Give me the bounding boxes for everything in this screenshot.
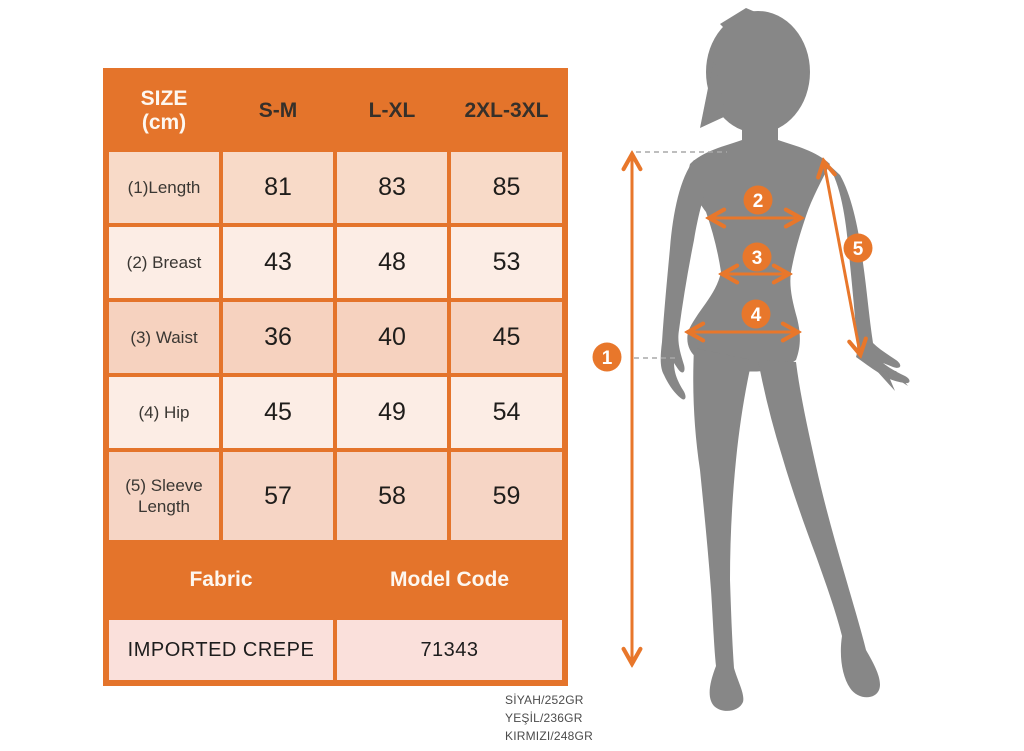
model-code-value: 71343 <box>337 620 562 680</box>
value-breast-2xl: 53 <box>451 227 562 298</box>
sleeve-arrow <box>824 163 860 353</box>
measurement-figure: 1 2 3 4 5 <box>592 8 910 711</box>
size-chart-table: SIZE (cm) S-M L-XL 2XL-3XL (1)Length 81 … <box>103 68 568 686</box>
value-breast-sm: 43 <box>223 227 333 298</box>
svg-text:4: 4 <box>751 305 762 326</box>
row-label-waist: (3) Waist <box>109 302 219 373</box>
value-length-sm: 81 <box>223 152 333 223</box>
value-waist-2xl: 45 <box>451 302 562 373</box>
value-hip-sm: 45 <box>223 377 333 448</box>
row-label-breast: (2) Breast <box>109 227 219 298</box>
value-hip-lxl: 49 <box>337 377 447 448</box>
woman-silhouette <box>660 8 910 711</box>
guide-lines <box>634 151 727 359</box>
value-sleeve-sm: 57 <box>223 452 333 540</box>
value-length-2xl: 85 <box>451 152 562 223</box>
badge-3: 3 <box>742 242 772 272</box>
measure-badges: 1 2 3 4 5 <box>592 185 873 372</box>
footnote-red: KIRMIZI/248GR <box>505 729 593 744</box>
badge-4: 4 <box>741 299 771 329</box>
footnote-black: SİYAH/252GR <box>505 693 584 707</box>
value-hip-2xl: 54 <box>451 377 562 448</box>
badge-5: 5 <box>843 233 873 263</box>
col-header-2xl-3xl: 2XL-3XL <box>451 74 562 148</box>
row-label-hip: (4) Hip <box>109 377 219 448</box>
badge-1: 1 <box>592 342 622 372</box>
fabric-header: Fabric <box>109 544 333 616</box>
svg-text:5: 5 <box>853 239 864 260</box>
value-breast-lxl: 48 <box>337 227 447 298</box>
svg-text:3: 3 <box>752 248 763 269</box>
col-header-s-m: S-M <box>223 74 333 148</box>
size-unit-header: SIZE (cm) <box>109 74 219 148</box>
size-unit-line1: SIZE <box>140 86 188 110</box>
fabric-value: IMPORTED CREPE <box>109 620 333 680</box>
badge-2: 2 <box>743 185 773 215</box>
value-length-lxl: 83 <box>337 152 447 223</box>
model-code-header: Model Code <box>337 544 562 616</box>
value-waist-sm: 36 <box>223 302 333 373</box>
value-waist-lxl: 40 <box>337 302 447 373</box>
value-sleeve-2xl: 59 <box>451 452 562 540</box>
value-sleeve-lxl: 58 <box>337 452 447 540</box>
row-label-length: (1)Length <box>109 152 219 223</box>
color-weight-footnotes: SİYAH/252GR YEŞİL/236GR KIRMIZI/248GR <box>505 691 593 746</box>
footnote-green: YEŞİL/236GR <box>505 711 583 726</box>
svg-text:2: 2 <box>753 191 764 212</box>
measurement-arrows <box>632 156 860 662</box>
svg-text:1: 1 <box>602 348 613 369</box>
col-header-l-xl: L-XL <box>337 74 447 148</box>
row-label-sleeve-length: (5) Sleeve Length <box>109 452 219 540</box>
size-unit-line2: (cm) <box>141 111 187 134</box>
